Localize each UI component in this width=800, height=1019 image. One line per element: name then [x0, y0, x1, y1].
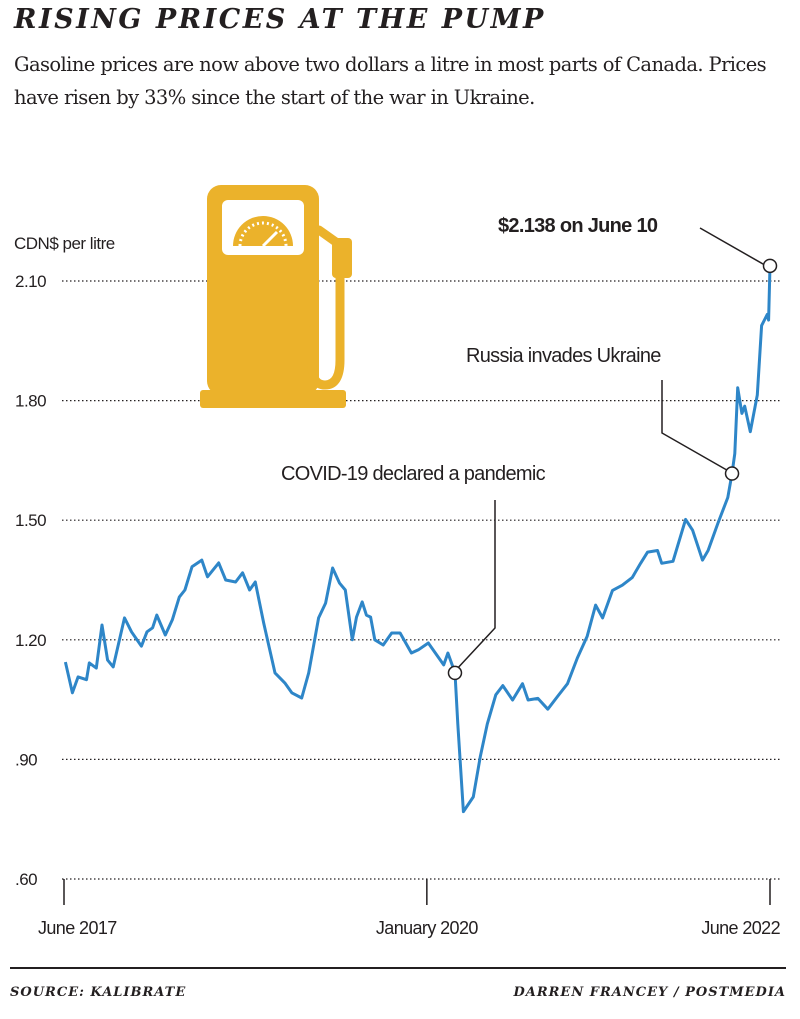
annotation-marker: [762, 258, 778, 274]
chart-title: RISING PRICES AT THE PUMP: [14, 4, 546, 35]
x-axis: June 2017 January 2020 June 2022: [38, 879, 781, 938]
gridlines: [62, 280, 782, 880]
annotation-marker: [447, 665, 463, 681]
ukraine-leader-line: [661, 380, 733, 474]
y-tick-label: .90: [15, 750, 37, 769]
footer-rule: [10, 967, 786, 969]
annotation-covid: COVID-19 declared a pandemic: [281, 463, 546, 485]
x-tick-label: January 2020: [376, 918, 478, 938]
peak-leader-line: [699, 227, 771, 269]
y-tick-label: .60: [15, 870, 37, 889]
y-tick-label: 1.80: [15, 392, 46, 411]
x-tick-label: June 2017: [38, 918, 117, 938]
y-axis: .60 .90 1.20 1.50 1.80 2.10: [15, 272, 47, 889]
annotation-ukraine: Russia invades Ukraine: [466, 345, 661, 367]
line-chart: .60 .90 1.20 1.50 1.80 2.10 CDN$ per litre Ju…: [14, 185, 782, 938]
y-tick-label: 1.50: [15, 511, 46, 530]
y-tick-label: 1.20: [15, 631, 46, 650]
covid-leader-line: [454, 500, 496, 672]
x-tick-label: June 2022: [701, 918, 780, 938]
annotations: COVID-19 declared a pandemic Russia inva…: [281, 215, 771, 672]
annotation-marker: [724, 466, 740, 481]
y-axis-label: CDN$ per litre: [14, 234, 115, 253]
price-line: [63, 265, 772, 814]
chart-subtitle: Gasoline prices are now above two dollar…: [14, 53, 767, 109]
source-credit: SOURCE: KALIBRATE: [10, 985, 187, 1000]
author-credit: DARREN FRANCEY / POSTMEDIA: [513, 985, 786, 1000]
y-tick-label: 2.10: [15, 272, 46, 291]
annotation-peak: $2.138 on June 10: [498, 215, 658, 237]
gas-pump-icon: [200, 185, 352, 408]
